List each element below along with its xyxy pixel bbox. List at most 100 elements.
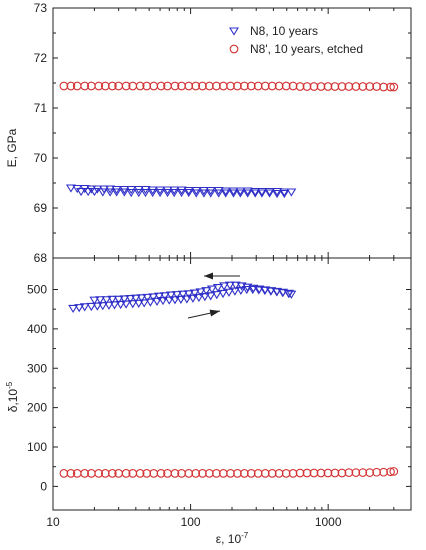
legend-triangle-marker [229, 27, 239, 36]
top-series2-point [302, 82, 312, 91]
top-series0-point [191, 186, 202, 196]
top-series1-point [147, 188, 158, 198]
top-series2-point [191, 81, 201, 91]
top-y-ticks: 68 69 70 71 72 73 [34, 1, 412, 265]
bottom-series2-point [274, 469, 284, 478]
bottom-x-ticks: 10 100 1000 [46, 258, 412, 529]
top-y-tick-label: 72 [34, 51, 48, 65]
bottom-series1-point [154, 292, 165, 301]
top-series0-point [228, 187, 239, 196]
top-series1-point [250, 189, 261, 198]
bottom-series2-point [365, 468, 375, 477]
top-series2-point [107, 81, 117, 91]
bottom-series2-point [149, 469, 159, 478]
bottom-marks [59, 281, 399, 478]
top-series1-point [235, 189, 246, 198]
top-series1-point [89, 187, 100, 197]
bottom-series0-point [193, 293, 204, 303]
top-series1-point [198, 189, 209, 198]
top-series0-point [169, 186, 180, 195]
bottom-series1-point [183, 290, 194, 299]
bottom-series2-point [121, 469, 131, 478]
top-series1-point [264, 189, 275, 198]
top-y-axis-label: E, GPa [5, 128, 19, 167]
top-series2-point [205, 81, 214, 91]
top-series2-point [309, 82, 319, 91]
bottom-series2-point [386, 467, 395, 477]
top-series1-point [140, 188, 151, 198]
bottom-series2-point [330, 468, 340, 478]
top-series0-point [279, 188, 290, 197]
top-series2-point [358, 82, 368, 91]
bottom-series2-point [226, 469, 235, 478]
top-series1-point [126, 188, 137, 198]
bottom-panel: 0 100 200 300 400 500 10 100 1000 δ,10-5 ε, 10-… [5, 257, 412, 546]
bottom-series0-point [139, 299, 150, 308]
bottom-series0-point [92, 302, 103, 311]
top-series1-point [111, 188, 122, 197]
bottom-series1-point [113, 295, 124, 305]
top-series1-point [97, 188, 108, 197]
bottom-series1-point [206, 285, 217, 294]
bottom-series1-point [95, 296, 106, 305]
top-panel: 68 69 70 71 72 73 E, GPa N8, 10 years N8', 10… [5, 1, 412, 265]
bottom-series0-point [199, 293, 210, 302]
top-series2-point [389, 82, 399, 92]
bottom-series0-point [115, 300, 126, 310]
bottom-series0-point [133, 299, 144, 308]
top-series2-point [337, 82, 347, 91]
top-series2-point [212, 81, 221, 91]
bottom-series0-point [109, 301, 120, 310]
top-series2-point [288, 81, 298, 91]
top-series2-point [274, 81, 284, 91]
bottom-series1-point [242, 283, 253, 292]
decreasing-strain-arrow [204, 272, 240, 280]
bottom-series0-point [175, 295, 186, 305]
top-series2-point [66, 81, 76, 91]
bottom-series1-point [130, 294, 141, 303]
top-series1-point [119, 188, 130, 197]
top-series2-point [246, 81, 256, 91]
bottom-y-tick-label: 400 [27, 322, 47, 336]
bottom-series2-point [66, 469, 76, 478]
bottom-series2-point [170, 469, 180, 478]
bottom-series2-point [351, 468, 361, 477]
bottom-series1-point [177, 290, 188, 299]
top-series2-point [372, 82, 381, 91]
bottom-series2-point [344, 468, 354, 477]
bottom-series0-point [145, 298, 156, 307]
legend-symbol-n8 [229, 27, 239, 36]
bottom-series1-point [236, 282, 247, 291]
top-series1-point [220, 189, 231, 198]
bottom-series2-point [316, 468, 326, 478]
top-series0-point [220, 187, 231, 196]
top-series1-point [105, 188, 116, 197]
top-series0-point [176, 186, 187, 195]
bottom-series2-point [94, 469, 104, 478]
bottom-series2-point [80, 469, 90, 478]
legend-label-n8: N8, 10 years [250, 24, 318, 38]
x-axis-label: ε, 10-7 [216, 531, 249, 546]
bottom-series2-point [246, 469, 256, 478]
bottom-series0-point [157, 296, 168, 306]
legend-label-n8-etched: N8', 10 years, etched [250, 42, 363, 56]
top-series1-point [228, 189, 239, 198]
top-series0-point [205, 186, 216, 196]
top-series2-point [323, 82, 333, 91]
top-series1-point [213, 189, 224, 198]
top-series0-point [111, 185, 122, 195]
top-series0-point [183, 186, 194, 196]
bottom-series0-point [79, 303, 90, 312]
legend-symbol-n8-etched [229, 44, 239, 54]
top-series1-point [176, 188, 187, 198]
top-series1-point [76, 187, 87, 197]
top-series1-point [279, 189, 290, 199]
bottom-y-tick-label: 300 [27, 361, 47, 375]
top-series0-point [155, 186, 166, 195]
bottom-series2-point [260, 469, 270, 478]
legend-circle-marker [229, 44, 239, 54]
bottom-series2-point [212, 469, 221, 478]
top-series2-point [386, 82, 395, 92]
bottom-series0-point [218, 289, 228, 299]
bottom-series2-point [191, 469, 201, 478]
